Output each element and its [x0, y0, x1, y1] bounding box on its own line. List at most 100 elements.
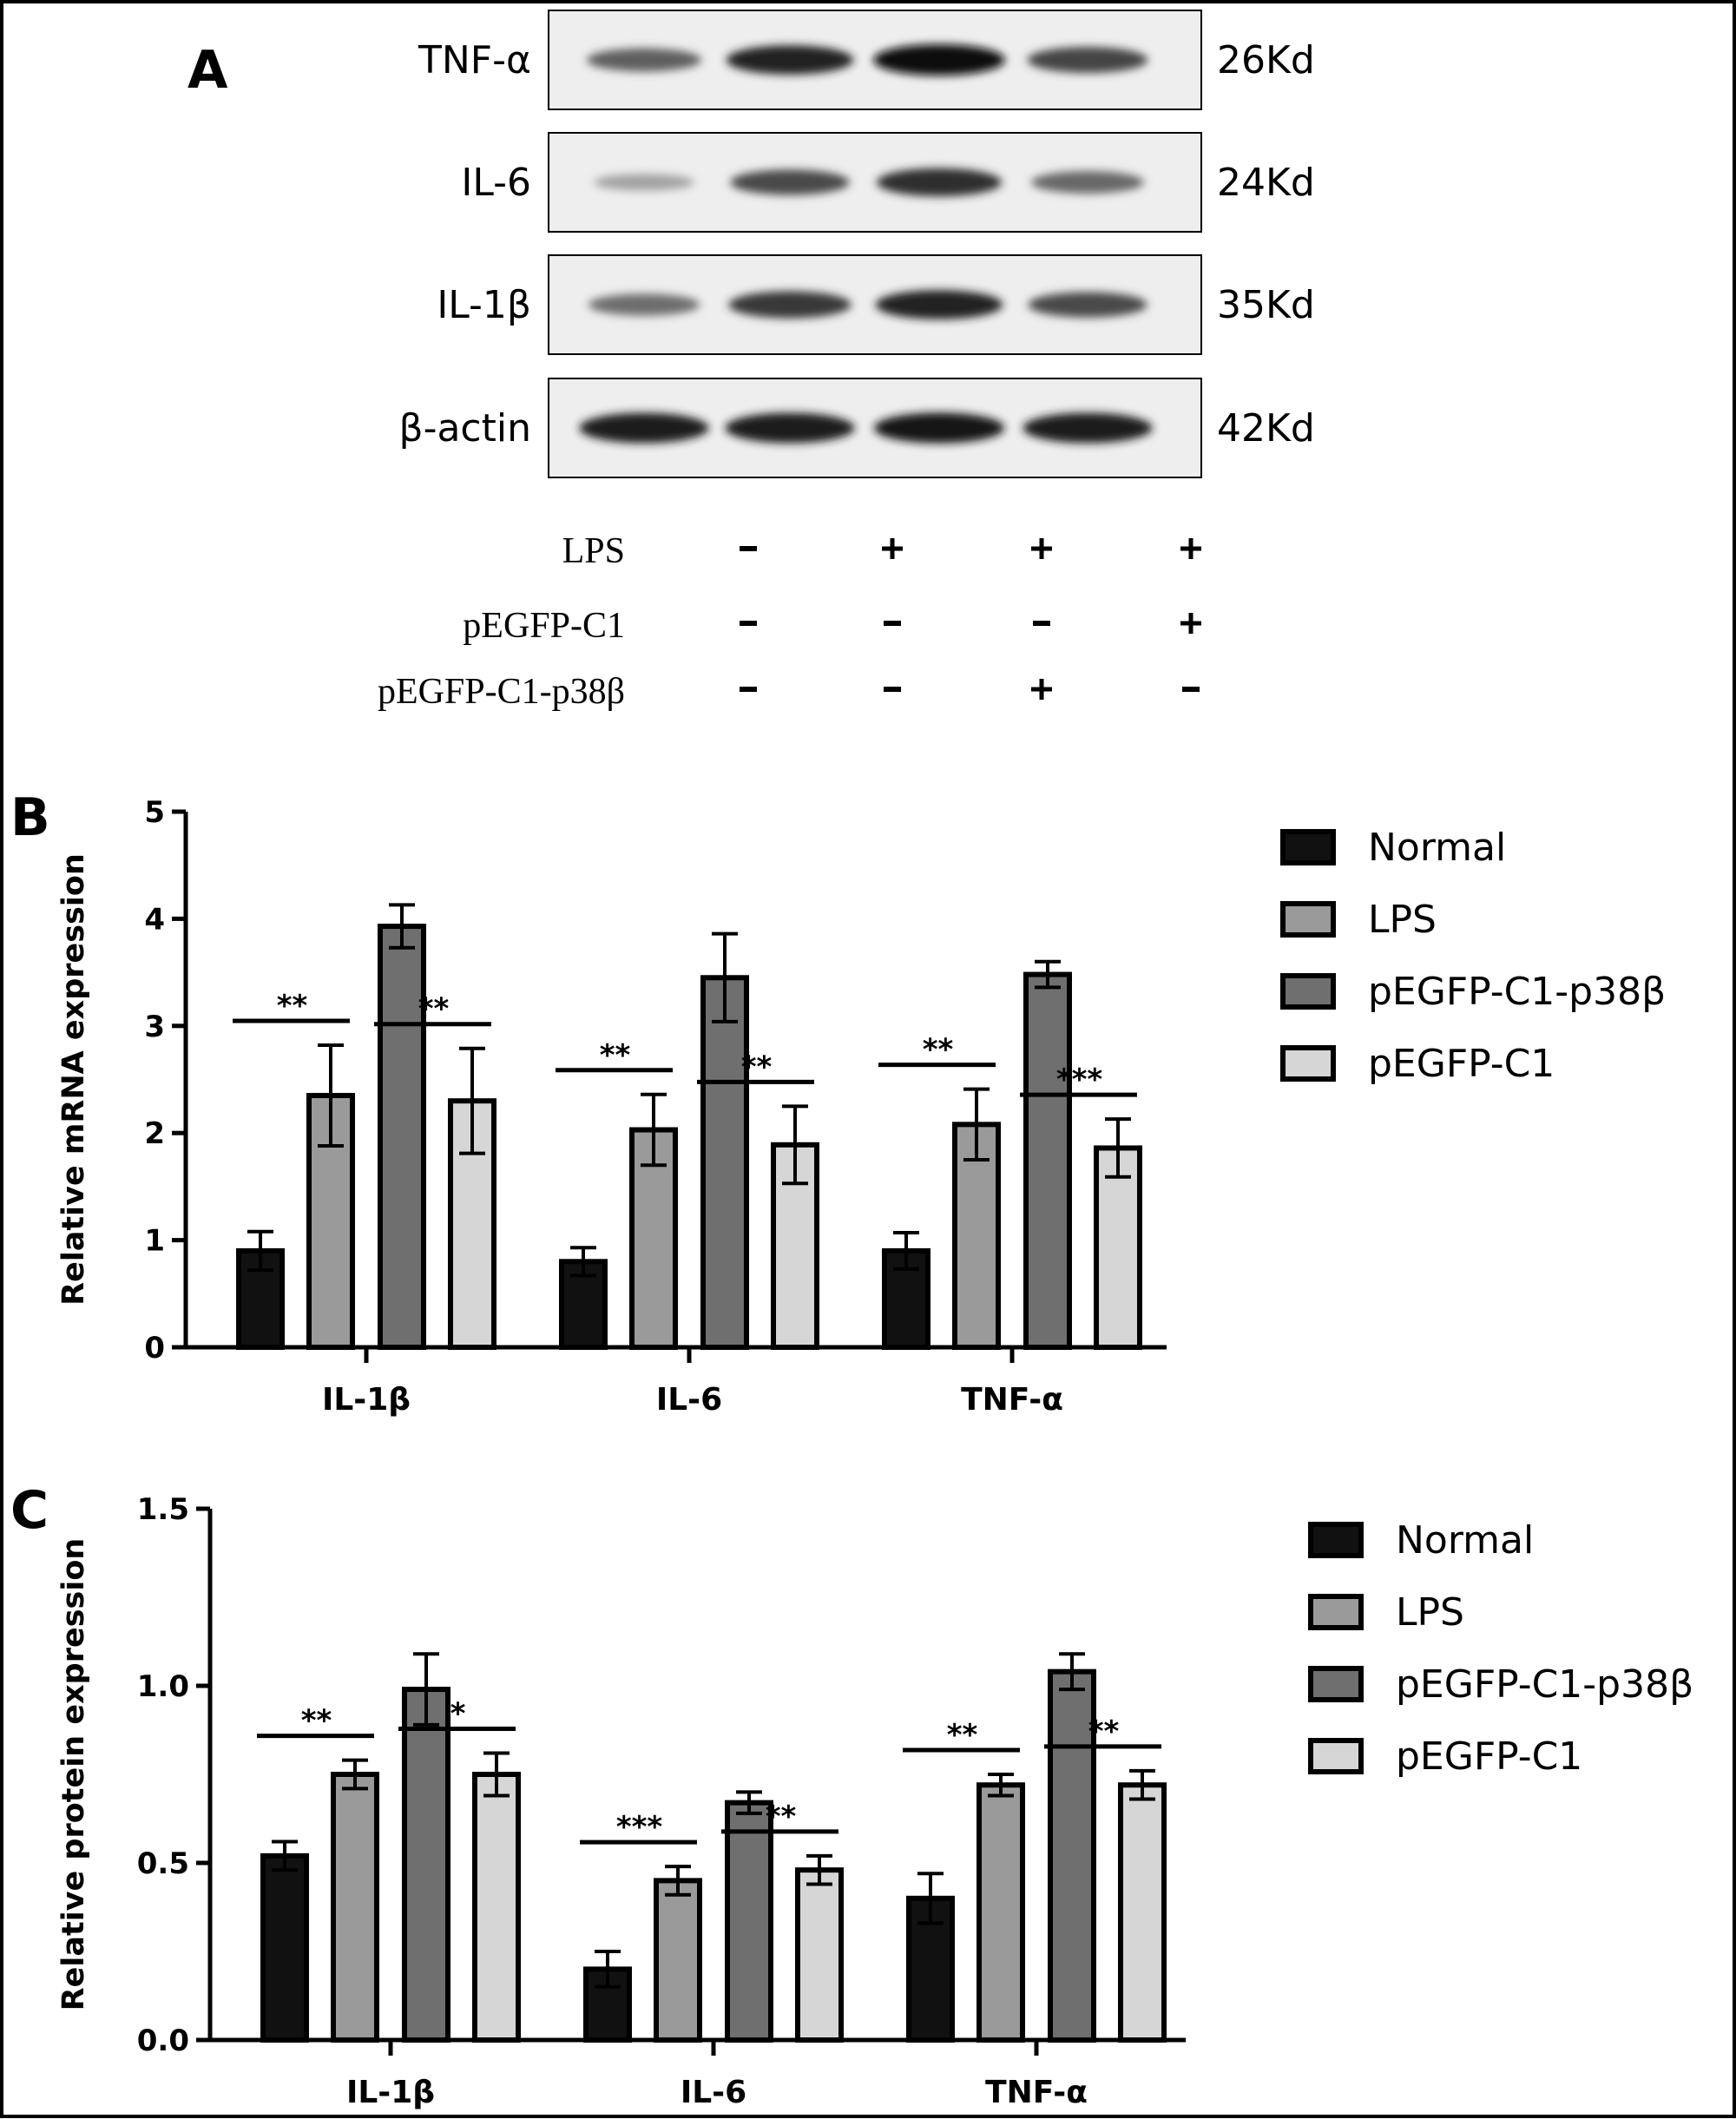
bar: [1094, 1145, 1142, 1350]
legend-label: LPS: [1368, 898, 1437, 942]
panel-label-c: C: [10, 1480, 49, 1541]
protein-expression-chart: 0.0 0.5 1.0 1.5 Relative protein expression I…: [56, 1492, 1186, 2110]
bar: [1118, 1782, 1167, 2043]
x-tick-label: TNF-α: [961, 1382, 1063, 1418]
legend-protein: Normal LPS pEGFP-C1-p38β pEGFP-C1: [1308, 1518, 1693, 1779]
blot-band: [728, 291, 852, 319]
panel-label-b: B: [10, 787, 50, 848]
significance-label: **: [600, 1038, 631, 1073]
y-tick-label: 4: [144, 902, 165, 937]
blot-band: [726, 45, 854, 75]
legend-label: pEGFP-C1-p38β: [1396, 1662, 1693, 1707]
legend-swatch: [1308, 1738, 1364, 1774]
sign-minus: [884, 621, 901, 626]
treatment-conditions: LPS pEGFP-C1 pEGFP-C1-p38β: [378, 531, 1201, 712]
legend-swatch: [1280, 973, 1336, 1010]
bar: [1023, 971, 1072, 1350]
x-tick-label: TNF-α: [985, 2075, 1088, 2110]
legend-swatch: [1308, 1666, 1364, 1702]
y-tick-label: 2: [144, 1116, 165, 1151]
bar: [700, 975, 749, 1351]
sign-minus: [1182, 687, 1200, 692]
blot-band: [1023, 412, 1153, 444]
blot-band: [586, 48, 702, 72]
y-tick-label: 0: [144, 1331, 165, 1366]
bar: [331, 1772, 379, 2043]
blot-row: IL-6 24Kd: [461, 132, 1315, 233]
significance-label: *: [450, 1697, 466, 1732]
legend-label: pEGFP-C1: [1396, 1734, 1582, 1779]
blot-band: [579, 412, 709, 444]
y-tick-label: 0.0: [137, 2024, 189, 2058]
blot-protein-label: IL-6: [461, 161, 531, 205]
bar: [402, 1687, 450, 2043]
blot-protein-label: β-actin: [399, 406, 531, 451]
bar: [260, 1852, 309, 2043]
bar: [378, 924, 426, 1350]
blot-protein-label: IL-1β: [437, 283, 531, 327]
y-tick-label: 1.0: [137, 1669, 189, 1704]
condition-label: LPS: [562, 531, 625, 571]
bar: [472, 1772, 521, 2043]
y-tick-label: 1.5: [137, 1492, 189, 1527]
x-tick-label: IL-6: [656, 1382, 722, 1418]
sign-plus: [882, 538, 903, 559]
sign-plus: [1031, 538, 1052, 559]
y-tick-label: 3: [144, 1010, 165, 1044]
legend-swatch: [1280, 829, 1336, 865]
significance-label: **: [301, 1704, 332, 1739]
sign-plus: [1180, 613, 1201, 634]
significance-label: **: [277, 989, 308, 1023]
mrna-expression-chart: 0 1 2 3 4 5 Relative mRNA expression IL-1β IL-6 T…: [56, 795, 1167, 1418]
y-tick-label: 0.5: [137, 1846, 189, 1881]
significance-label: **: [1088, 1714, 1120, 1749]
blot-row: TNF-α 26Kd: [418, 10, 1315, 110]
significance-label: **: [766, 1800, 797, 1834]
significance-label: **: [418, 992, 450, 1027]
blot-band: [873, 412, 1005, 444]
x-tick-label: IL-1β: [346, 2075, 435, 2110]
significance-label: **: [947, 1718, 978, 1753]
x-tick-label: IL-1β: [322, 1382, 411, 1418]
sign-minus: [740, 687, 757, 692]
blot-band: [588, 293, 700, 316]
legend-label: Normal: [1396, 1518, 1534, 1563]
significance-label: **: [923, 1033, 954, 1068]
bar: [976, 1782, 1025, 2043]
y-tick-label: 5: [144, 795, 165, 830]
bar: [725, 1800, 773, 2043]
blot-band: [594, 174, 694, 191]
significance-label: ***: [616, 1810, 663, 1845]
western-blot: TNF-α 26Kd IL-6 24Kd IL-1β 35Kd β-actin 42Kd: [399, 10, 1315, 478]
blot-band: [876, 168, 1003, 197]
blot-band: [725, 412, 855, 444]
legend-label: pEGFP-C1: [1368, 1042, 1555, 1086]
legend-swatch: [1280, 1045, 1336, 1082]
blot-band: [873, 44, 1005, 76]
bar: [1048, 1668, 1096, 2043]
y-axis-title: Relative protein expression: [56, 1538, 91, 2011]
significance-label: ***: [1056, 1063, 1103, 1097]
legend-label: Normal: [1368, 826, 1506, 870]
legend-swatch: [1280, 901, 1336, 938]
sign-plus: [1031, 679, 1052, 700]
blot-mw-label: 42Kd: [1217, 406, 1315, 451]
condition-label: pEGFP-C1: [463, 606, 625, 646]
significance-label: **: [741, 1050, 773, 1084]
bar: [654, 1878, 702, 2043]
legend-swatch: [1308, 1594, 1364, 1630]
blot-band: [1027, 47, 1148, 73]
condition-label: pEGFP-C1-p38β: [378, 672, 625, 712]
bar: [795, 1867, 844, 2043]
blot-protein-label: TNF-α: [418, 38, 531, 82]
blot-band: [875, 290, 1003, 319]
sign-minus: [884, 687, 901, 692]
legend-mrna: Normal LPS pEGFP-C1-p38β pEGFP-C1: [1280, 826, 1666, 1086]
blot-row: β-actin 42Kd: [399, 378, 1315, 478]
sign-minus: [740, 546, 757, 551]
blot-mw-label: 26Kd: [1217, 38, 1315, 82]
bar: [952, 1122, 1001, 1350]
blot-band: [730, 169, 850, 195]
